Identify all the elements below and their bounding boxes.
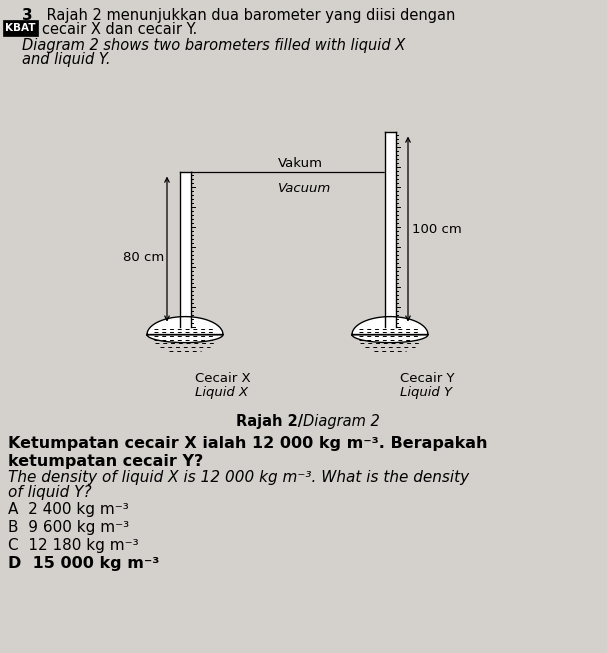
Text: B  9 600 kg m⁻³: B 9 600 kg m⁻³ — [8, 520, 129, 535]
Text: of liquid Y?: of liquid Y? — [8, 485, 92, 500]
Text: Diagram 2: Diagram 2 — [303, 414, 380, 429]
Text: Diagram 2 shows two barometers filled with liquid X: Diagram 2 shows two barometers filled wi… — [22, 38, 405, 53]
Text: ketumpatan cecair Y?: ketumpatan cecair Y? — [8, 454, 203, 469]
Text: Rajah 2/: Rajah 2/ — [236, 414, 303, 429]
Bar — [3, 20, 38, 36]
Text: 3: 3 — [22, 8, 33, 23]
Text: C  12 180 kg m⁻³: C 12 180 kg m⁻³ — [8, 538, 138, 553]
Text: 100 cm: 100 cm — [412, 223, 462, 236]
Text: Liquid Y: Liquid Y — [400, 386, 452, 399]
Text: Vakum: Vakum — [277, 157, 322, 170]
Text: and liquid Y.: and liquid Y. — [22, 52, 110, 67]
Text: Cecair X: Cecair X — [195, 372, 251, 385]
Polygon shape — [147, 317, 223, 343]
Text: Liquid X: Liquid X — [195, 386, 248, 399]
Text: Vacuum: Vacuum — [277, 182, 331, 195]
Text: The density of liquid X is 12 000 kg m⁻³. What is the density: The density of liquid X is 12 000 kg m⁻³… — [8, 470, 469, 485]
Text: cecair X dan cecair Y.: cecair X dan cecair Y. — [42, 22, 197, 37]
Text: D  15 000 kg m⁻³: D 15 000 kg m⁻³ — [8, 556, 160, 571]
Text: Ketumpatan cecair X ialah 12 000 kg m⁻³. Berapakah: Ketumpatan cecair X ialah 12 000 kg m⁻³.… — [8, 436, 487, 451]
Polygon shape — [352, 317, 428, 343]
Text: KBAT: KBAT — [5, 23, 36, 33]
Text: A  2 400 kg m⁻³: A 2 400 kg m⁻³ — [8, 502, 129, 517]
Text: 80 cm: 80 cm — [123, 251, 164, 264]
Text: Cecair Y: Cecair Y — [400, 372, 455, 385]
Text: Rajah 2 menunjukkan dua barometer yang diisi dengan: Rajah 2 menunjukkan dua barometer yang d… — [42, 8, 455, 23]
